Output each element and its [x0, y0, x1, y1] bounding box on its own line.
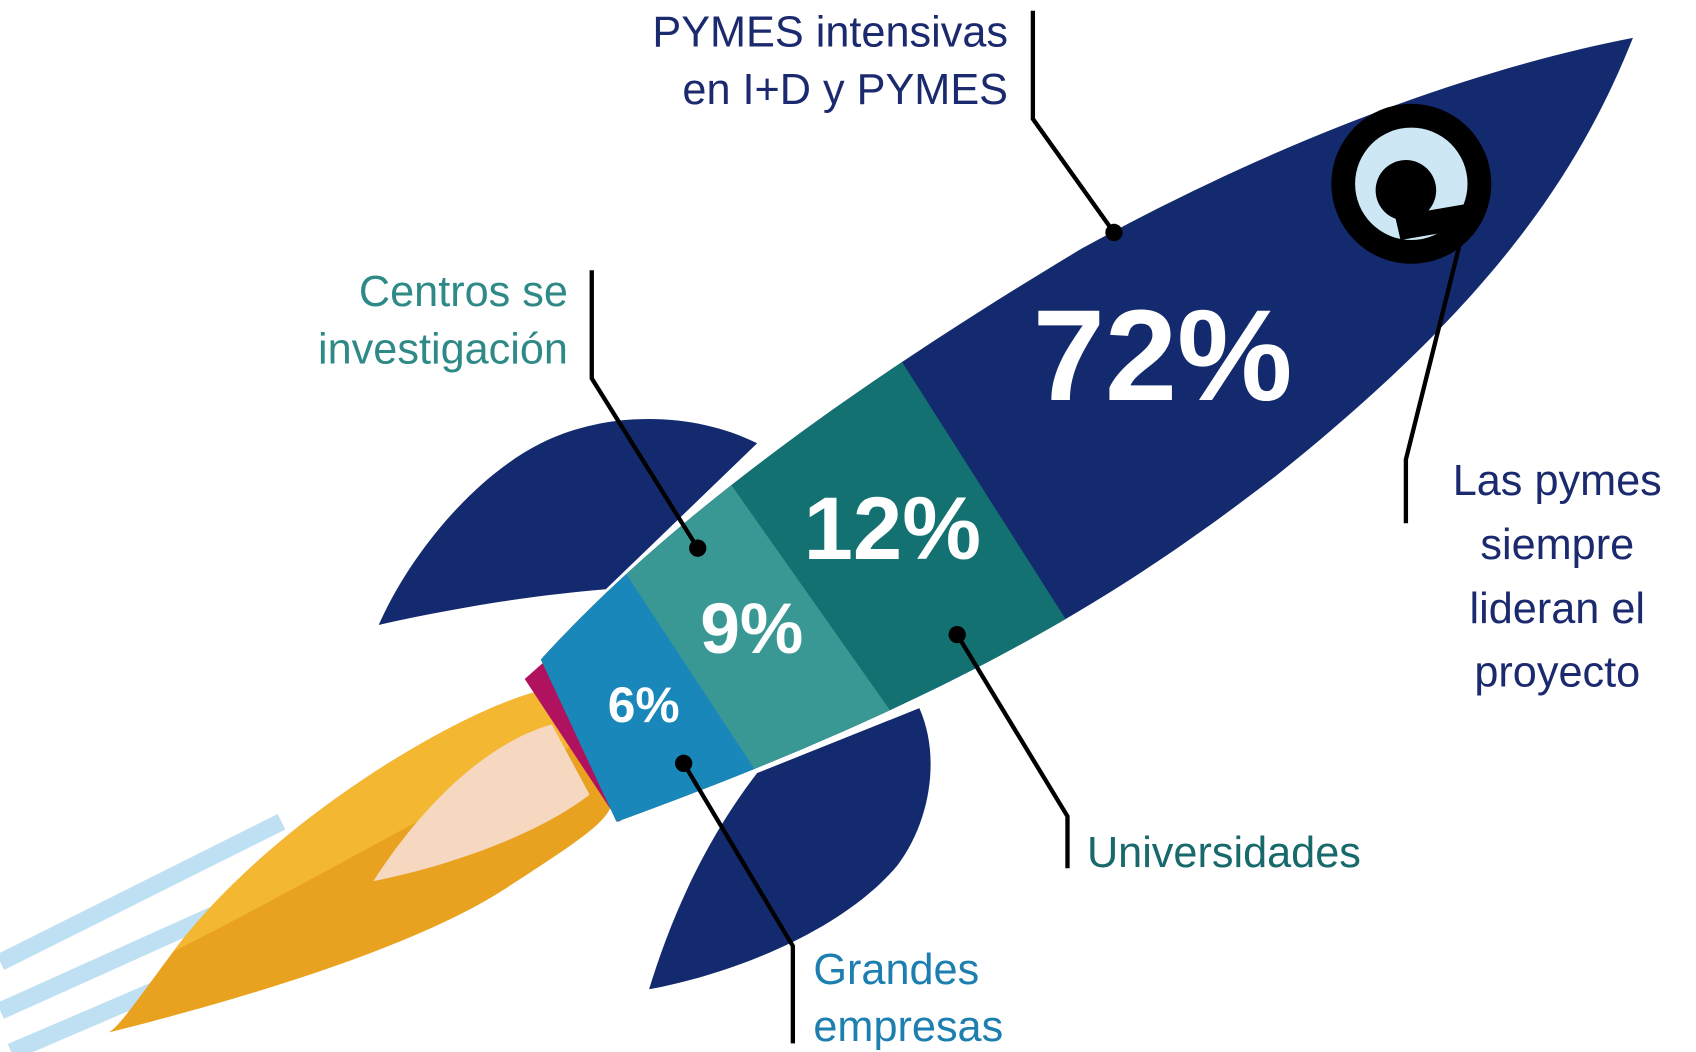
infographic: 72% 12% 9% 6% PYMES intensivas en I+D y … — [0, 0, 1696, 1052]
label: Grandes — [813, 946, 979, 994]
note: Las pymes — [1453, 457, 1662, 505]
page: 72% 12% 9% 6% PYMES intensivas en I+D y … — [0, 0, 1696, 1052]
note: lideran el — [1470, 585, 1645, 633]
label: investigación — [318, 325, 568, 373]
label: PYMES intensivas — [652, 8, 1008, 56]
value-9: 9% — [700, 589, 803, 669]
value-72: 72% — [1033, 284, 1293, 428]
note: siempre — [1480, 521, 1634, 569]
value-6: 6% — [608, 677, 680, 733]
label: Universidades — [1087, 829, 1361, 877]
note: proyecto — [1474, 649, 1640, 697]
label: Centros se — [359, 268, 568, 316]
label: empresas — [813, 1003, 1003, 1051]
label: en I+D y PYMES — [682, 66, 1008, 114]
value-12: 12% — [804, 479, 981, 578]
